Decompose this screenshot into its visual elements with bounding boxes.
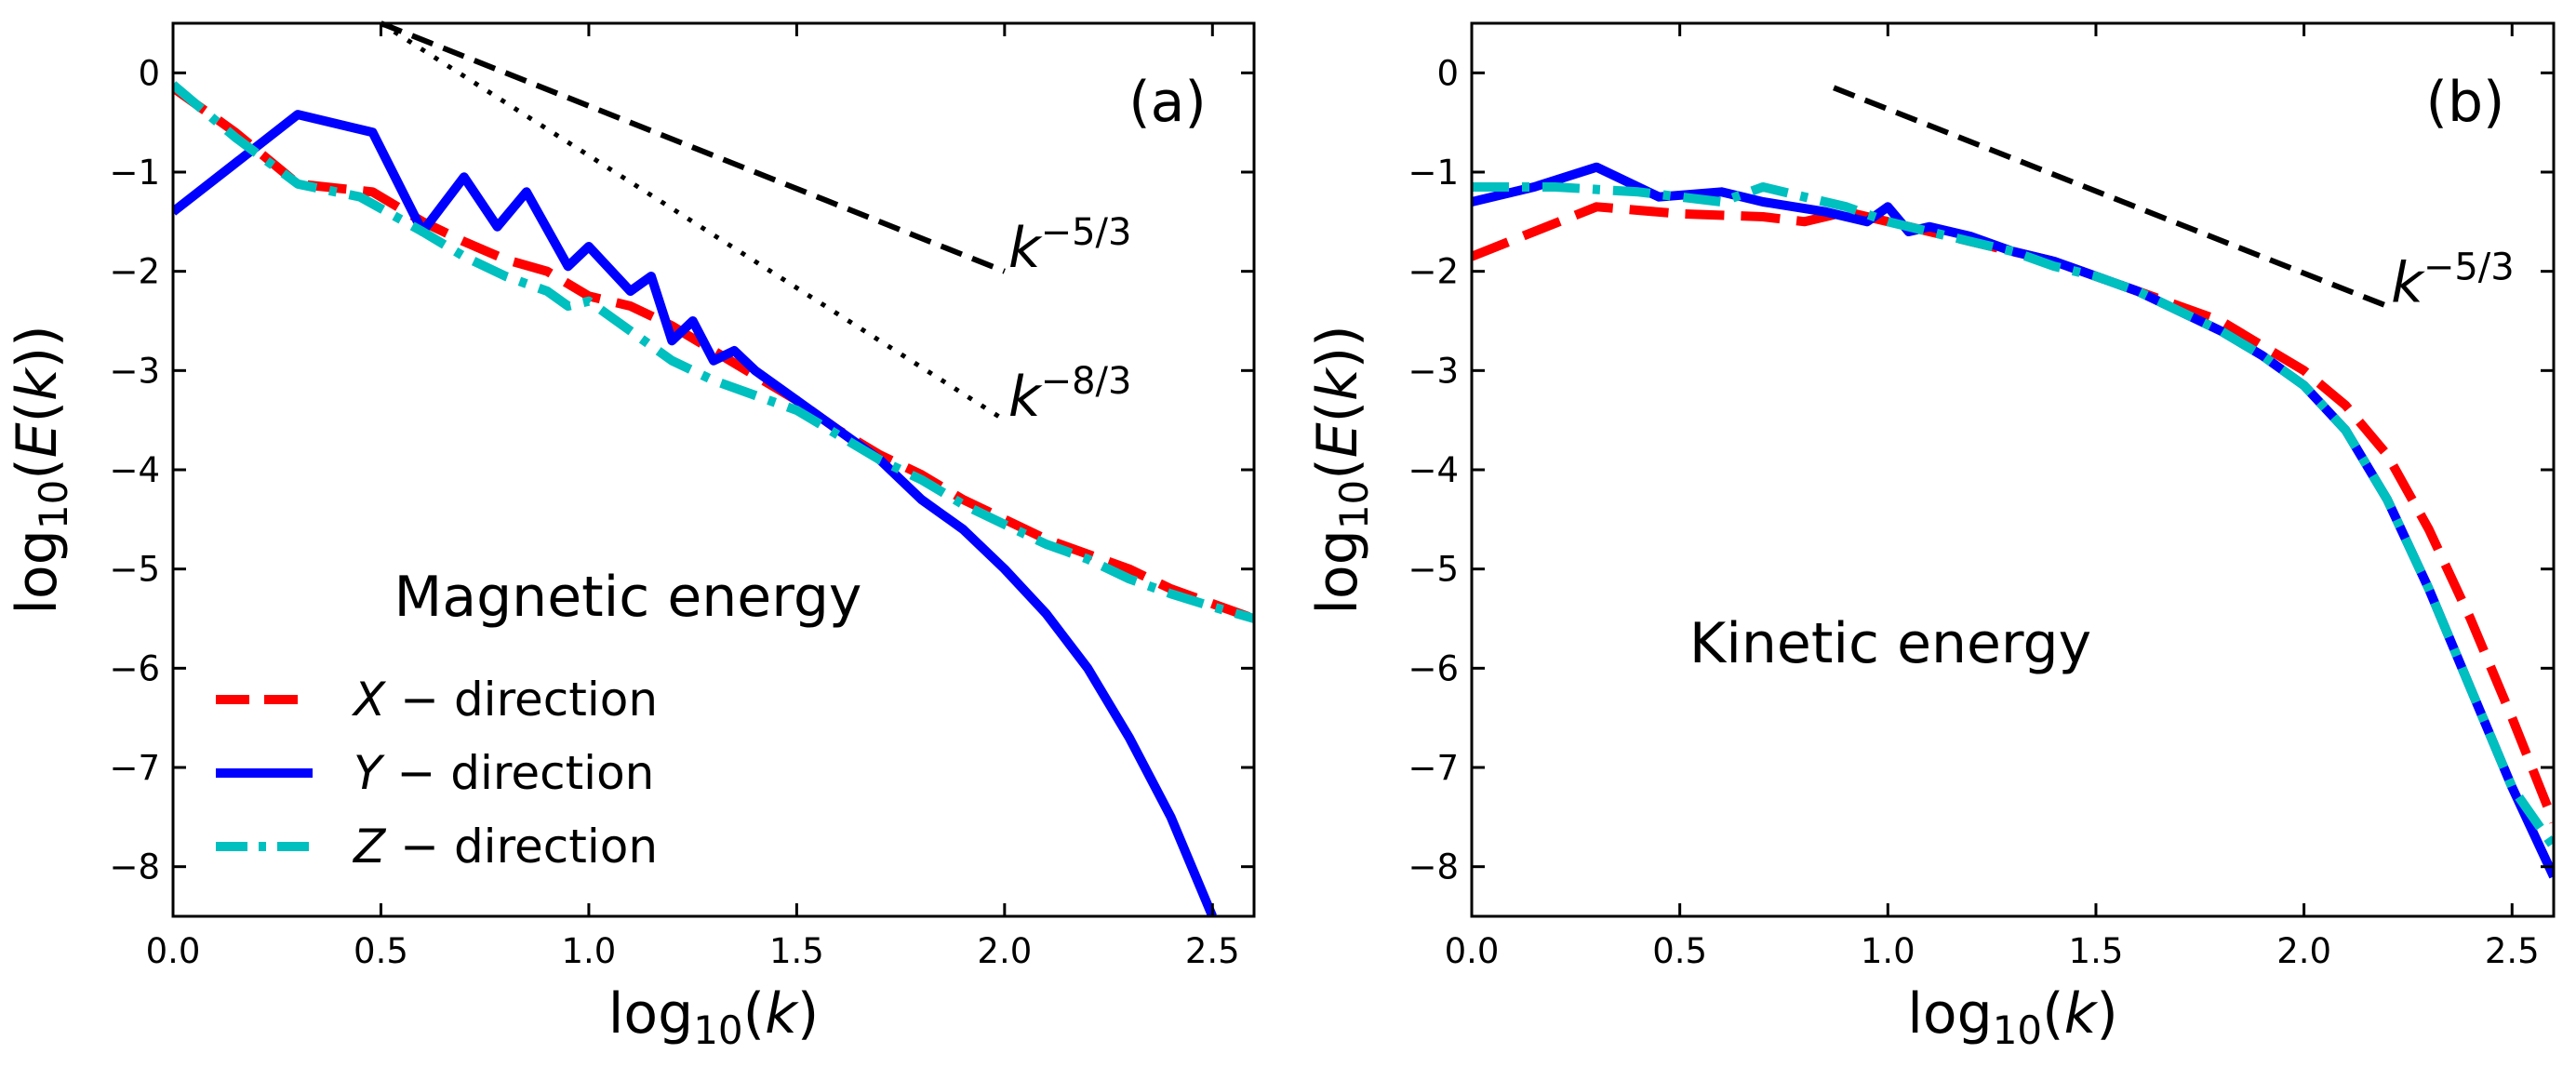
kinetic-xtick-label-1: 0.5: [1652, 931, 1707, 971]
magnetic-reference-label-0: k−5/3: [1008, 211, 1132, 281]
legend-entry-z: Z − direction: [352, 820, 658, 874]
kinetic-ytick-label-0: 0: [1436, 53, 1459, 93]
magnetic-xtick-label-4: 2.0: [977, 931, 1032, 971]
kinetic-panel-label: (b): [2426, 70, 2505, 135]
magnetic-y-axis-label: log10(E(k)): [5, 325, 76, 614]
kinetic-ytick-label-4: −4: [1408, 450, 1459, 490]
magnetic-panel-label: (a): [1128, 70, 1207, 135]
kinetic-xtick-label-0: 0.0: [1445, 931, 1500, 971]
kinetic-annotation: Kinetic energy: [1689, 611, 2091, 676]
magnetic-xtick-label-1: 0.5: [354, 931, 408, 971]
panel-kinetic-energy: k−5/3 0.0 0.5 1.0 1.5 2.0 2.5 0 −1 −2 −3 −4 −5 −6 −7 −…: [1305, 21, 2556, 1053]
magnetic-ytick-label-2: −2: [109, 252, 160, 292]
magnetic-reference-label-1: k−8/3: [1008, 360, 1132, 430]
kinetic-ytick-label-5: −5: [1408, 550, 1459, 590]
magnetic-annotation: Magnetic energy: [394, 565, 862, 630]
magnetic-series-solid-1: [173, 110, 1217, 916]
magnetic-series-dashdot-2: [173, 81, 1254, 623]
kinetic-reference-line-0: [1833, 85, 2389, 309]
magnetic-ytick-label-8: −8: [109, 847, 160, 887]
kinetic-ytick-label-6: −6: [1408, 648, 1459, 688]
magnetic-reference-layer: k−5/3 k−8/3: [380, 20, 1132, 430]
kinetic-reference-label-0: k−5/3: [2391, 246, 2515, 315]
magnetic-series-layer: [173, 81, 1254, 916]
magnetic-xtick-label-0: 0.0: [146, 931, 201, 971]
kinetic-x-axis-label: log10(k): [1907, 981, 2118, 1053]
magnetic-xtick-label-5: 2.5: [1185, 931, 1240, 971]
kinetic-reference-layer: k−5/3: [1833, 85, 2515, 315]
magnetic-legend: X − direction Y − direction Z − direction: [216, 673, 658, 874]
magnetic-ytick-label-4: −4: [109, 450, 160, 490]
kinetic-series-layer: [1472, 162, 2554, 879]
magnetic-xtick-label-2: 1.0: [562, 931, 617, 971]
panel-magnetic-energy: k−5/3 k−8/3 0.0 0.5 1.0 1.5 2.0 2.5 0 −1 −2 −3 −4 −5…: [5, 20, 1256, 1053]
kinetic-xtick-label-2: 1.0: [1861, 931, 1915, 971]
legend-entry-y: Y − direction: [354, 746, 654, 800]
kinetic-ytick-label-8: −8: [1408, 847, 1459, 887]
magnetic-ytick-label-1: −1: [109, 153, 160, 193]
kinetic-axis-layer: 0.0 0.5 1.0 1.5 2.0 2.5 0 −1 −2 −3 −4 −5 −6 −7 −8 log10…: [1305, 21, 2556, 1053]
kinetic-ytick-label-2: −2: [1408, 252, 1459, 292]
kinetic-ytick-label-1: −1: [1408, 153, 1459, 193]
magnetic-axis-layer: 0.0 0.5 1.0 1.5 2.0 2.5 0 −1 −2 −3 −4 −5 −6 −7 −8 log10…: [5, 21, 1256, 1053]
kinetic-xtick-label-5: 2.5: [2485, 931, 2540, 971]
magnetic-reference-line-0: [380, 20, 1006, 274]
kinetic-xtick-label-3: 1.5: [2069, 931, 2124, 971]
magnetic-plot-frame: [171, 21, 1256, 918]
kinetic-y-axis-label: log10(E(k)): [1305, 325, 1377, 614]
magnetic-ytick-label-6: −6: [109, 648, 160, 688]
kinetic-ytick-label-7: −7: [1408, 748, 1459, 788]
kinetic-xtick-label-4: 2.0: [2276, 931, 2331, 971]
magnetic-ytick-label-3: −3: [109, 351, 160, 391]
magnetic-xtick-label-3: 1.5: [769, 931, 824, 971]
magnetic-ytick-label-5: −5: [109, 550, 160, 590]
kinetic-ytick-label-3: −3: [1408, 351, 1459, 391]
magnetic-ytick-label-7: −7: [109, 748, 160, 788]
magnetic-x-axis-label: log10(k): [608, 981, 820, 1053]
magnetic-reference-line-1: [380, 20, 1007, 422]
kinetic-series-dashdot-2: [1472, 182, 2554, 850]
legend-entry-x: X − direction: [351, 673, 658, 727]
magnetic-ytick-label-0: 0: [138, 53, 160, 93]
